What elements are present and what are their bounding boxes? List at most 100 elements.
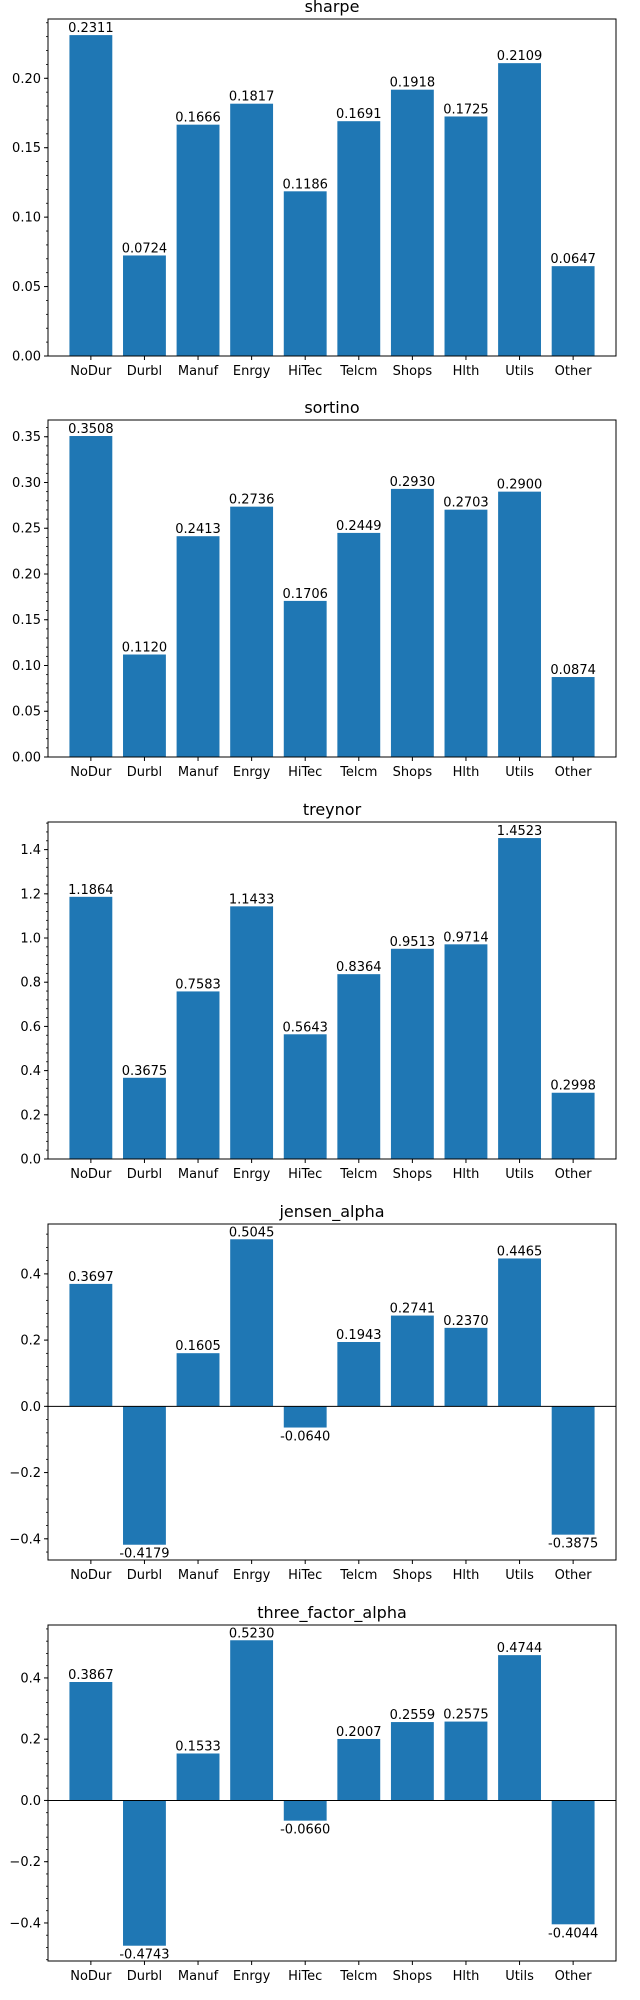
- bar-hitec: [283, 1406, 327, 1428]
- data-label: 0.0724: [122, 241, 168, 256]
- x-tick-label: Hlth: [453, 1568, 480, 1583]
- data-label: 0.2930: [390, 475, 436, 490]
- data-label: 0.1706: [282, 587, 328, 602]
- y-tick-label: 0.0: [20, 1400, 41, 1415]
- data-label: 0.2736: [229, 493, 275, 508]
- x-tick-label: Durbl: [127, 1568, 162, 1583]
- x-tick-label: NoDur: [70, 364, 112, 379]
- chart-title: treynor: [303, 800, 362, 819]
- x-tick-label: Manuf: [178, 765, 219, 780]
- x-tick-label: Utils: [505, 1568, 534, 1583]
- y-tick-label: 0.2: [20, 1733, 41, 1748]
- bar-utils: [498, 838, 541, 1159]
- x-tick-label: NoDur: [70, 1568, 112, 1583]
- data-label: 0.2007: [336, 1725, 382, 1740]
- bar-hlth: [444, 1721, 488, 1801]
- y-tick-label: −0.4: [9, 1532, 41, 1547]
- data-label: 0.2998: [550, 1079, 596, 1094]
- data-label: -0.0660: [280, 1823, 330, 1838]
- data-label: 0.2559: [390, 1708, 436, 1723]
- axes-frame: [47, 18, 617, 357]
- data-label: 0.2413: [175, 522, 221, 537]
- y-tick-label: 0.8: [20, 976, 41, 991]
- data-label: 0.5045: [229, 1225, 275, 1240]
- data-label: 0.1605: [175, 1339, 221, 1354]
- bar-nodur: [69, 436, 113, 757]
- x-tick-label: Other: [555, 765, 593, 780]
- x-tick-label: NoDur: [70, 765, 112, 780]
- data-label: 0.1666: [175, 111, 221, 126]
- bar-manuf: [176, 124, 220, 357]
- x-tick-label: Enrgy: [233, 1568, 271, 1583]
- data-label: 0.2741: [390, 1302, 436, 1317]
- data-label: 1.4523: [497, 824, 543, 839]
- data-label: 1.1433: [229, 892, 275, 907]
- bar-other: [551, 1406, 595, 1535]
- bar-shops: [390, 488, 434, 757]
- x-tick-label: Enrgy: [233, 765, 271, 780]
- y-tick-label: 0.0: [20, 1794, 41, 1809]
- data-label: 0.3867: [68, 1668, 114, 1683]
- data-label: 0.3508: [68, 422, 114, 437]
- x-tick-label: NoDur: [70, 1969, 112, 1984]
- bar-utils: [498, 1655, 541, 1801]
- data-label: 0.2575: [443, 1708, 489, 1723]
- x-tick-label: Durbl: [127, 1969, 162, 1984]
- x-tick-label: HiTec: [288, 1568, 322, 1583]
- data-label: 0.2900: [497, 478, 543, 493]
- x-tick-label: Shops: [393, 1568, 433, 1583]
- x-tick-label: Telcm: [339, 765, 377, 780]
- x-tick-label: Utils: [505, 765, 534, 780]
- y-tick-label: 0.2: [20, 1334, 41, 1349]
- bar-other: [551, 1800, 595, 1925]
- data-label: 0.4744: [497, 1641, 543, 1656]
- chart-panel-jensen-alpha: jensen_alpha 0.3697 -0.4179 0.1605 0.5045 -0.…: [9, 1202, 617, 1583]
- x-tick-label: Hlth: [453, 1969, 480, 1984]
- bar-shops: [390, 89, 434, 356]
- y-tick-label: 1.2: [20, 887, 41, 902]
- bar-telcm: [337, 121, 381, 356]
- bar-durbl: [123, 654, 166, 757]
- x-tick-label: Hlth: [453, 1167, 480, 1182]
- y-tick-label: 0.00: [12, 350, 41, 365]
- bar-hlth: [444, 1327, 488, 1407]
- x-tick-label: HiTec: [288, 1167, 322, 1182]
- x-tick-label: Utils: [505, 364, 534, 379]
- x-tick-label: HiTec: [288, 364, 322, 379]
- data-label: 0.9513: [390, 935, 436, 950]
- x-tick-label: Manuf: [178, 364, 219, 379]
- y-tick-label: 0.4: [20, 1671, 41, 1686]
- bar-telcm: [337, 1738, 381, 1801]
- y-tick-label: −0.2: [9, 1855, 41, 1870]
- x-tick-label: Enrgy: [233, 1167, 271, 1182]
- y-tick-label: 0.05: [12, 280, 41, 295]
- x-tick-label: Telcm: [339, 364, 377, 379]
- data-label: 0.4465: [497, 1244, 543, 1259]
- data-label: 0.2370: [443, 1314, 489, 1329]
- bar-durbl: [123, 255, 166, 356]
- bar-hitec: [283, 1800, 327, 1821]
- bar-manuf: [176, 1353, 220, 1407]
- chart-title: jensen_alpha: [278, 1202, 384, 1222]
- bar-durbl: [123, 1406, 166, 1545]
- x-tick-label: Utils: [505, 1969, 534, 1984]
- bar-telcm: [337, 1341, 381, 1407]
- data-label: 0.9714: [443, 930, 489, 945]
- x-tick-label: Shops: [393, 364, 433, 379]
- data-label: 0.2449: [336, 519, 382, 534]
- x-tick-label: Utils: [505, 1167, 534, 1182]
- data-label: 0.0647: [550, 252, 596, 267]
- chart-panel-sortino: sortino 0.3508 0.1120 0.2413 0.2736 0.1706 0.2…: [12, 398, 617, 780]
- bar-hitec: [283, 600, 327, 757]
- bar-utils: [498, 491, 541, 757]
- y-tick-label: 1.4: [20, 843, 41, 858]
- chart-panel-three-factor-alpha: three_factor_alpha 0.3867 -0.4743 0.1533 0.5…: [9, 1603, 617, 1984]
- bar-manuf: [176, 536, 220, 757]
- x-tick-label: Durbl: [127, 1167, 162, 1182]
- data-label: 0.1817: [229, 90, 275, 105]
- bar-hlth: [444, 509, 488, 757]
- bar-enrgy: [230, 1640, 274, 1801]
- bar-nodur: [69, 1682, 113, 1801]
- y-tick-label: 0.6: [20, 1020, 41, 1035]
- bar-durbl: [123, 1077, 166, 1159]
